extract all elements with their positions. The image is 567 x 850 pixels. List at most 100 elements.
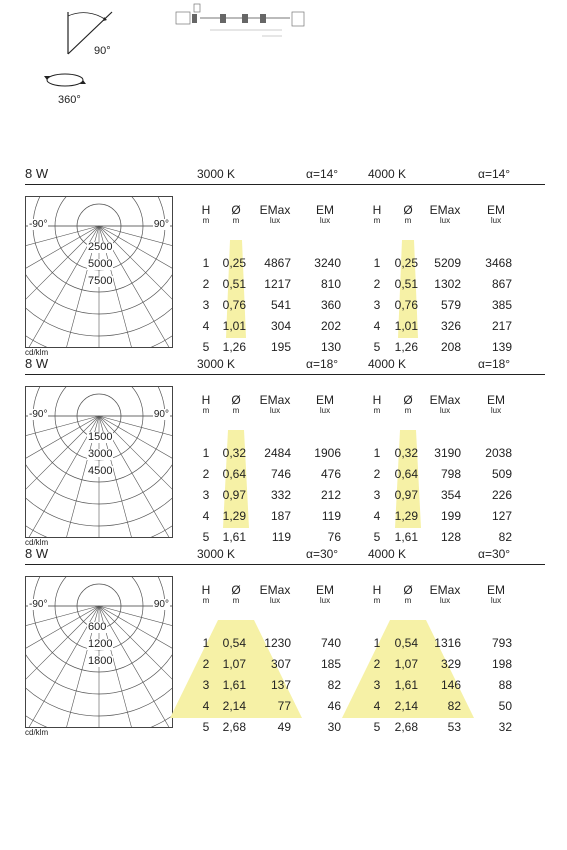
cell-diameter: 1,29 [222, 509, 246, 523]
left-color-temp: 3000 K [197, 357, 236, 371]
col-em-header: EM lux [305, 584, 345, 605]
cell-em: 76 [327, 530, 341, 544]
column-title: EMax [429, 393, 461, 407]
right-beam-angle: α=14° [478, 167, 511, 181]
polar-right-angle: 90° [152, 409, 170, 420]
cell-diameter: 1,61 [394, 530, 418, 544]
cell-diameter: 1,07 [222, 657, 246, 671]
cell-em: 1906 [314, 446, 341, 460]
column-title: EMax [429, 203, 461, 217]
polar-left-angle: -90° [28, 599, 49, 610]
cell-diameter: 0,25 [222, 256, 246, 270]
polar-unit: cd/klm [25, 728, 49, 737]
column-unit: lux [439, 406, 451, 415]
left-beam-angle: α=18° [306, 357, 339, 371]
right-beam-angle: α=18° [478, 357, 511, 371]
polar-diagram: -90° 90° 2500 5000 7500 [0, 71, 299, 426]
column-unit: lux [319, 596, 331, 605]
cell-emax: 137 [270, 678, 291, 692]
cell-em: 740 [320, 636, 341, 650]
cell-emax: 541 [270, 298, 291, 312]
column-unit: lux [269, 596, 281, 605]
column-title: Ø [403, 583, 413, 597]
beam-spread-highlight [223, 430, 249, 528]
column-title: H [201, 393, 211, 407]
col-em-header: EM lux [305, 394, 345, 415]
cell-diameter: 1,07 [394, 657, 418, 671]
cell-height: 5 [373, 340, 381, 354]
cell-em: 226 [491, 488, 512, 502]
column-unit: m [404, 596, 412, 605]
cell-diameter: 0,54 [222, 636, 246, 650]
ring-label: 1800 [87, 655, 114, 667]
beam-spread-highlight [398, 240, 418, 338]
cell-em: 3240 [314, 256, 341, 270]
col-em-header: EM lux [476, 584, 516, 605]
cell-diameter: 2,14 [222, 699, 246, 713]
cell-diameter: 1,01 [222, 319, 246, 333]
cell-height: 1 [202, 636, 210, 650]
cell-height: 4 [373, 699, 381, 713]
cell-diameter: 0,76 [394, 298, 418, 312]
beam-spread-highlight [395, 430, 421, 528]
left-color-temp: 3000 K [197, 167, 236, 181]
column-unit: m [404, 216, 412, 225]
cell-em: 127 [491, 509, 512, 523]
cell-emax: 49 [277, 720, 291, 734]
cell-height: 4 [373, 509, 381, 523]
col-emax-header: EMax lux [255, 394, 295, 415]
cell-emax: 1230 [264, 636, 291, 650]
left-beam-angle: α=30° [306, 547, 339, 561]
cell-em: 810 [320, 277, 341, 291]
polar-unit: cd/klm [25, 348, 49, 357]
col-emax-header: EMax lux [425, 204, 465, 225]
column-title: H [372, 203, 382, 217]
column-title: EM [316, 203, 334, 217]
cell-height: 5 [373, 530, 381, 544]
cell-em: 46 [327, 699, 341, 713]
tilt-angle-diagram [60, 8, 130, 63]
cell-height: 4 [202, 319, 210, 333]
column-title: EMax [259, 583, 291, 597]
right-color-temp: 4000 K [368, 357, 407, 371]
column-unit: m [373, 596, 381, 605]
cell-emax: 746 [270, 467, 291, 481]
cell-emax: 579 [440, 298, 461, 312]
polar-diagram: -90° 90° 600 1200 1800 [0, 451, 299, 806]
cell-em: 30 [327, 720, 341, 734]
cell-emax: 1316 [434, 636, 461, 650]
ring-label: 1500 [87, 431, 114, 443]
column-unit: lux [439, 596, 451, 605]
cell-emax: 3190 [434, 446, 461, 460]
column-unit: m [373, 406, 381, 415]
cell-height: 3 [202, 678, 210, 692]
cell-emax: 53 [447, 720, 461, 734]
ring-label: 1200 [87, 638, 114, 650]
column-title: EMax [259, 203, 291, 217]
cell-emax: 199 [440, 509, 461, 523]
cell-height: 3 [202, 488, 210, 502]
cell-diameter: 0,54 [394, 636, 418, 650]
col-em-header: EM lux [305, 204, 345, 225]
cell-em: 212 [320, 488, 341, 502]
column-title: EMax [259, 393, 291, 407]
cell-em: 130 [320, 340, 341, 354]
column-title: H [201, 583, 211, 597]
cell-emax: 187 [270, 509, 291, 523]
cell-em: 217 [491, 319, 512, 333]
polar-left-angle: -90° [28, 219, 49, 230]
power-label: 8 W [25, 356, 49, 371]
cell-em: 385 [491, 298, 512, 312]
cell-emax: 82 [447, 699, 461, 713]
polar-right-angle: 90° [152, 599, 170, 610]
rotation-label: 360° [58, 94, 81, 106]
cell-diameter: 0,32 [222, 446, 246, 460]
right-color-temp: 4000 K [368, 167, 407, 181]
beam-spread-highlight [342, 620, 474, 718]
polar-left-angle: -90° [28, 409, 49, 420]
